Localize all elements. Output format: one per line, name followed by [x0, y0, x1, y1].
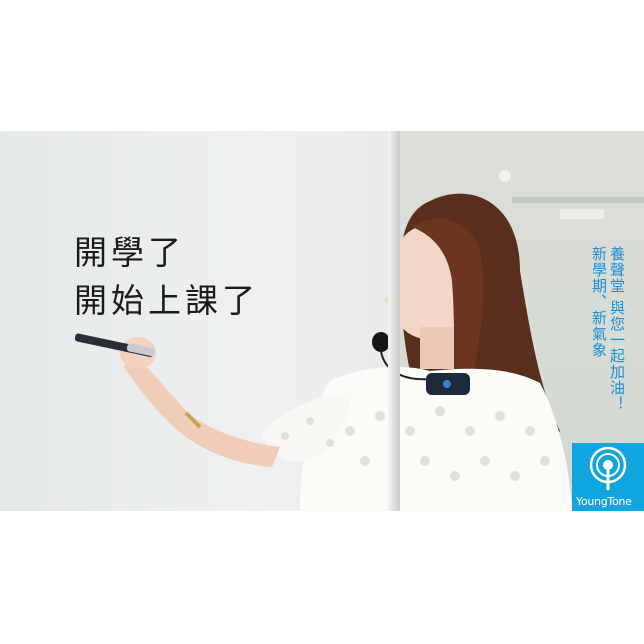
teacher-photo: 開學了 開始上課了 養聲堂 與您一起加油！ 新學期、新氣象 — [0, 131, 644, 511]
whiteboard-handwriting: 開學了 開始上課了 — [74, 229, 259, 325]
bracelet — [184, 411, 202, 429]
ceiling-light — [560, 209, 604, 219]
caption-column-1: 養聲堂 與您一起加油！ — [608, 246, 626, 412]
scene-illustration — [74, 170, 644, 511]
wall-sensor — [499, 170, 511, 182]
neck — [420, 327, 454, 369]
door-frame — [512, 197, 644, 203]
whiteboard-edge — [388, 131, 400, 511]
arm — [124, 351, 280, 467]
marker-cap — [126, 343, 155, 357]
white-lace-blouse — [300, 366, 572, 511]
whiteboard-line-2: 開始上課了 — [74, 281, 259, 320]
amplifier-light — [443, 380, 451, 388]
logo-text: YoungTone — [576, 495, 632, 508]
headset-microphone — [372, 332, 390, 352]
logo-mark-icon — [589, 446, 627, 490]
caption-column-2: 新學期、新氣象 — [590, 246, 608, 358]
youngtone-logo: YoungTone — [572, 443, 644, 511]
whiteboard-line-1: 開學了 — [74, 233, 185, 272]
